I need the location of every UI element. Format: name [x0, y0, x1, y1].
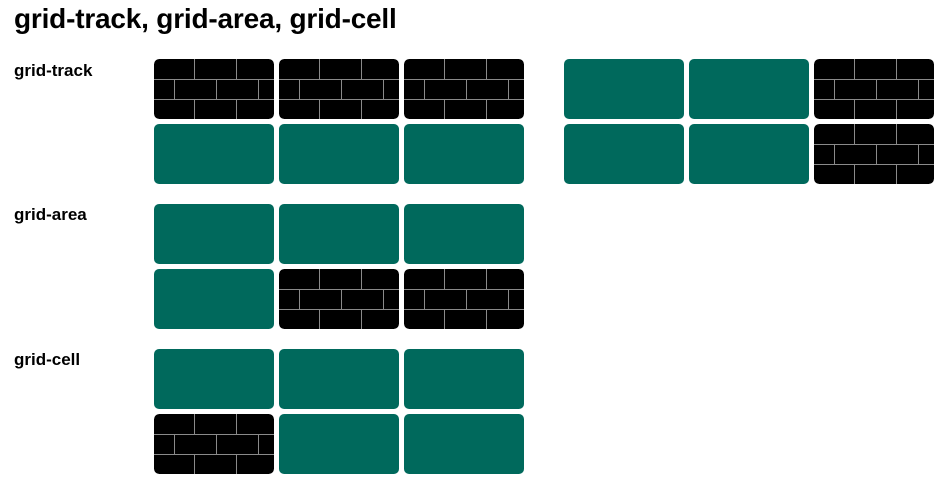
empty-grid-cell [814, 59, 934, 119]
empty-grid-cell [404, 59, 524, 119]
highlighted-grid-cell [404, 414, 524, 474]
section-label-grid-track: grid-track [14, 61, 93, 80]
highlighted-grid-cell [279, 204, 399, 264]
empty-grid-cell [279, 269, 399, 329]
empty-grid-cell [404, 269, 524, 329]
highlighted-grid-cell [154, 349, 274, 409]
highlighted-grid-cell [154, 269, 274, 329]
highlighted-grid-cell [279, 414, 399, 474]
empty-grid-cell [814, 124, 934, 184]
highlighted-grid-cell [279, 124, 399, 184]
section-label-grid-area: grid-area [14, 205, 87, 224]
section-label-grid-cell: grid-cell [14, 350, 81, 369]
highlighted-grid-cell [404, 349, 524, 409]
highlighted-grid-cell [689, 124, 809, 184]
empty-grid-cell [154, 59, 274, 119]
highlighted-grid-cell [154, 124, 274, 184]
highlighted-grid-cell [564, 59, 684, 119]
empty-grid-cell [279, 59, 399, 119]
highlighted-grid-cell [564, 124, 684, 184]
page-title: grid-track, grid-area, grid-cell [14, 3, 397, 34]
highlighted-grid-cell [404, 124, 524, 184]
grid-area-diagram [154, 204, 524, 329]
highlighted-grid-cell [404, 204, 524, 264]
highlighted-grid-cell [689, 59, 809, 119]
grid-track-column-diagram [564, 59, 934, 184]
highlighted-grid-cell [154, 204, 274, 264]
highlighted-grid-cell [279, 349, 399, 409]
grid-cell-diagram [154, 349, 524, 474]
empty-grid-cell [154, 414, 274, 474]
grid-track-row-diagram [154, 59, 524, 184]
